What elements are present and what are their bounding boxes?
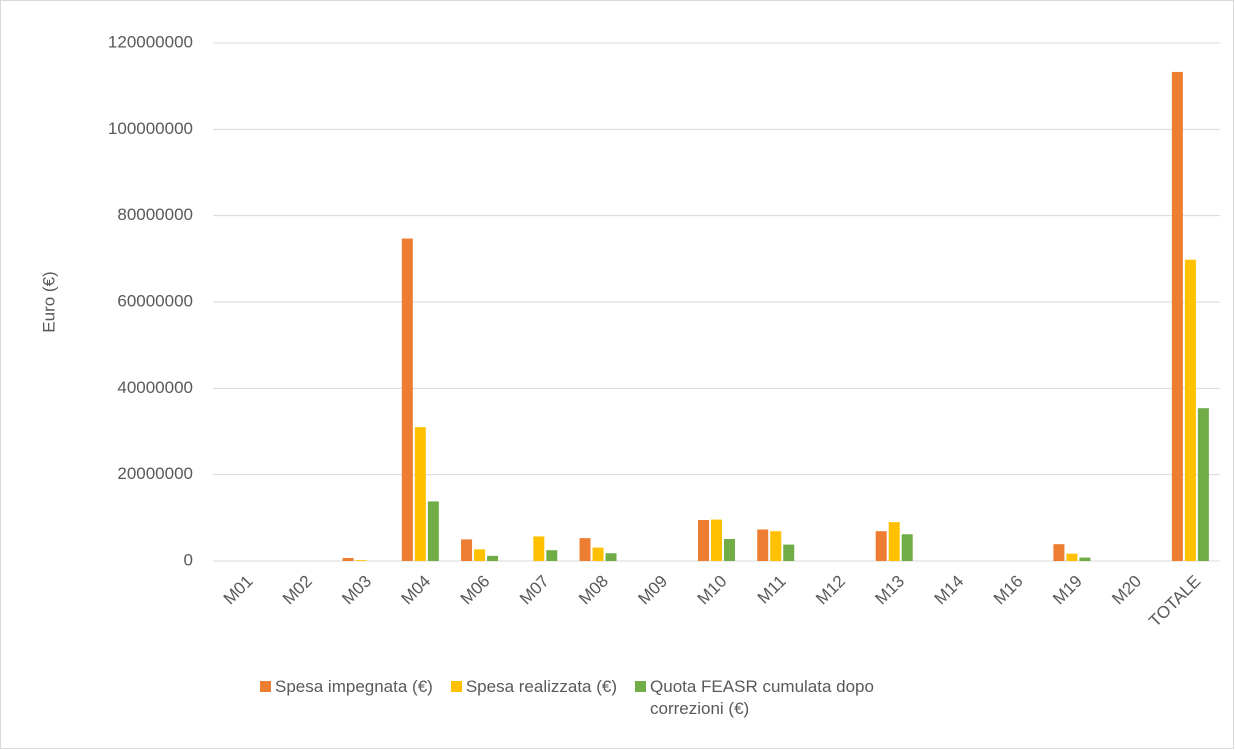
legend-label: Quota FEASR cumulata dopo correzioni (€) xyxy=(650,677,874,718)
x-tick-label: M14 xyxy=(931,572,968,609)
legend: Spesa impegnata (€) Spesa realizzata (€) Q… xyxy=(260,676,900,720)
bar xyxy=(605,553,617,561)
bar xyxy=(579,538,591,561)
legend-label: Spesa realizzata (€) xyxy=(465,677,618,696)
bar xyxy=(474,549,486,561)
legend-swatch xyxy=(635,681,647,692)
x-tick-label: M19 xyxy=(1049,572,1086,609)
bar xyxy=(888,522,900,561)
x-tick-label: M02 xyxy=(279,572,316,609)
bar xyxy=(1066,553,1078,561)
y-tick-label: 120000000 xyxy=(108,32,193,51)
y-tick-label: 100000000 xyxy=(108,119,193,138)
bar xyxy=(487,555,499,561)
bar xyxy=(770,531,782,561)
x-tick-label: TOTALE xyxy=(1145,572,1204,631)
x-tick-label: M12 xyxy=(812,572,849,609)
bar xyxy=(1171,71,1183,562)
x-tick-label: M08 xyxy=(575,572,612,609)
bar xyxy=(901,534,913,561)
x-tick-label: M01 xyxy=(220,572,257,609)
bar xyxy=(711,519,722,561)
bar xyxy=(1197,408,1209,561)
x-tick-label: M07 xyxy=(516,572,553,609)
bar xyxy=(414,427,426,561)
legend-item: Spesa impegnata (€) xyxy=(260,676,433,720)
y-tick-label: 0 xyxy=(184,550,193,569)
bar xyxy=(401,238,413,562)
bar xyxy=(724,538,735,561)
x-tick-label: M13 xyxy=(871,572,908,609)
bar xyxy=(342,557,354,561)
y-axis-label: Euro (€) xyxy=(39,271,58,332)
legend-swatch xyxy=(450,681,462,692)
y-tick-label: 80000000 xyxy=(117,205,193,224)
x-tick-label: M10 xyxy=(694,572,731,609)
y-tick-label: 20000000 xyxy=(117,464,193,483)
bar xyxy=(461,539,473,561)
bar xyxy=(1053,544,1065,561)
bar xyxy=(533,536,545,561)
bar xyxy=(757,529,769,561)
x-tick-label: M03 xyxy=(338,572,375,609)
x-tick-label: M20 xyxy=(1108,572,1145,609)
y-tick-label: 60000000 xyxy=(117,291,193,310)
x-tick-label: M09 xyxy=(634,572,671,609)
legend-label: Spesa impegnata (€) xyxy=(275,677,433,696)
bar xyxy=(592,547,604,561)
bar xyxy=(783,544,795,561)
legend-item: Quota FEASR cumulata dopo correzioni (€) xyxy=(635,676,900,720)
x-tick-label: M06 xyxy=(457,572,494,609)
y-tick-label: 40000000 xyxy=(117,378,193,397)
bar xyxy=(427,501,439,561)
bar xyxy=(875,531,887,561)
legend-item: Spesa realizzata (€) xyxy=(450,676,618,720)
bar xyxy=(546,550,558,561)
legend-swatch xyxy=(260,681,271,692)
bar xyxy=(1079,557,1091,561)
x-tick-label: M04 xyxy=(397,572,434,609)
x-tick-label: M11 xyxy=(754,572,790,608)
x-tick-label: M16 xyxy=(990,572,1027,609)
bar xyxy=(698,519,709,561)
bar xyxy=(355,560,367,561)
bar xyxy=(1184,259,1196,561)
